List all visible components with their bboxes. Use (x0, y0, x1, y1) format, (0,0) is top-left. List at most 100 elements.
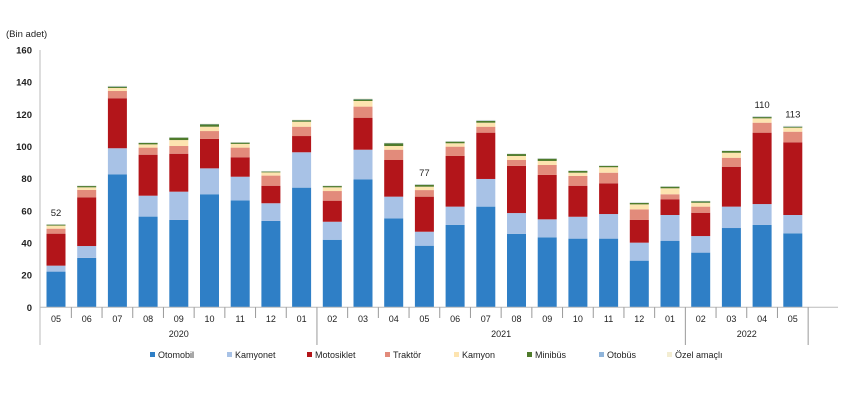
bar-segment-kamyonet (292, 152, 311, 187)
x-tick-label: 12 (266, 314, 276, 324)
legend-label: Minibüs (535, 350, 567, 360)
y-tick-label: 140 (16, 78, 32, 89)
bar-segment-kamyon (753, 118, 772, 122)
bar-segment-trakt-r (323, 191, 342, 201)
bar-segment-kamyon (415, 187, 434, 190)
legend-swatch (667, 352, 672, 357)
bar-segment-otomobil (384, 218, 403, 307)
bar-segment-kamyonet (139, 196, 158, 217)
bar-segment-minib-s (77, 186, 96, 187)
bar-segment-otomobil (354, 179, 373, 307)
y-tick-label: 60 (21, 206, 32, 217)
bar-segment-motosiklet (47, 234, 66, 266)
bar-segment-kamyonet (538, 219, 557, 237)
y-tick-label: 20 (21, 271, 32, 282)
legend-item: Minibüs (527, 350, 567, 360)
bar-segment-minib-s (384, 143, 403, 146)
bar-segment-minib-s (261, 172, 280, 173)
y-axis-label: (Bin adet) (6, 29, 47, 40)
bar-segment-kamyon (108, 88, 127, 91)
bar-segment-trakt-r (538, 165, 557, 175)
bar-segment-trakt-r (169, 146, 188, 154)
bar-segment-motosiklet (783, 142, 802, 215)
legend-label: Traktör (393, 350, 421, 360)
x-tick-label: 08 (511, 314, 521, 324)
x-tick-label: 03 (358, 314, 368, 324)
legend-swatch (227, 352, 232, 357)
bar-segment-motosiklet (661, 199, 680, 215)
bar-segment-kamyonet (415, 232, 434, 246)
bar-segment-kamyonet (77, 246, 96, 258)
bar-segment-otomobil (77, 258, 96, 307)
x-tick-label: 07 (112, 314, 122, 324)
bar-segment-kamyon (47, 226, 66, 229)
total-data-label: 110 (755, 100, 770, 111)
legend-item: Otobüs (599, 350, 637, 360)
bar-segment-motosiklet (538, 175, 557, 219)
bar-segment-minib-s (691, 201, 710, 202)
bar-segment-kamyonet (261, 203, 280, 221)
bar-segment-minib-s (722, 151, 741, 153)
legend-item: Otomobil (150, 350, 194, 360)
bar-segment-kamyonet (661, 215, 680, 241)
legend-swatch (454, 352, 459, 357)
bar-segment-kamyon (446, 143, 465, 146)
bar-segment-trakt-r (77, 190, 96, 197)
bar-segment-kamyon (599, 167, 618, 172)
legend-label: Kamyon (462, 350, 495, 360)
bar-segment-kamyonet (384, 197, 403, 219)
x-tick-label: 01 (665, 314, 675, 324)
bar-segment-minib-s (47, 225, 66, 226)
bar-segment-kamyon (292, 122, 311, 127)
bar-segment-kamyon (231, 144, 250, 148)
bar-segment-trakt-r (630, 209, 649, 220)
bar-segment-otomobil (691, 253, 710, 308)
legend-swatch (307, 352, 312, 357)
y-tick-label: 80 (21, 174, 32, 185)
x-tick-label: 02 (696, 314, 706, 324)
x-tick-label: 10 (204, 314, 214, 324)
bar-segment-kamyon (169, 140, 188, 146)
bar-segment-otomobil (292, 188, 311, 308)
bar-segment-trakt-r (261, 176, 280, 186)
bar-segment-kamyonet (691, 236, 710, 253)
bar-segment-otomobil (261, 221, 280, 307)
bar-segment-otomobil (169, 220, 188, 307)
bar-segment-otomobil (568, 239, 587, 308)
bar-segment-trakt-r (783, 132, 802, 143)
bar-segment-minib-s (507, 154, 526, 156)
bar-segment-motosiklet (568, 186, 587, 217)
legend-swatch (527, 352, 532, 357)
x-tick-label: 09 (174, 314, 184, 324)
bar-segment-otomobil (323, 240, 342, 308)
bar-segment-minib-s (231, 143, 250, 144)
bar-segment-minib-s (538, 159, 557, 161)
bar-segment-otomobil (446, 225, 465, 307)
bar-segment-kamyon (507, 156, 526, 160)
bar-segment-otomobil (661, 241, 680, 308)
bar-segment-minib-s (323, 186, 342, 187)
bar-segment-trakt-r (507, 160, 526, 166)
bar-segment-kamyon (783, 128, 802, 132)
bar-segment-trakt-r (691, 207, 710, 213)
bar-segment-trakt-r (599, 173, 618, 184)
legend-item: Traktör (385, 350, 421, 360)
bar-segment-kamyonet (753, 204, 772, 225)
bar-segment-motosiklet (476, 133, 495, 179)
legend-swatch (150, 352, 155, 357)
bar-segment-otomobil (722, 228, 741, 307)
bar-segment-motosiklet (753, 133, 772, 204)
legend-label: Motosiklet (315, 350, 356, 360)
bar-segment-trakt-r (415, 190, 434, 197)
bar-segment-minib-s (476, 121, 495, 123)
bar-segment-motosiklet (691, 213, 710, 236)
bar-segment-motosiklet (200, 139, 219, 168)
bar-segment-trakt-r (661, 194, 680, 199)
bar-segment-otomobil (538, 237, 557, 307)
bar-segment-kamyon (354, 101, 373, 107)
bar-segment-kamyonet (200, 168, 219, 194)
bar-segment-kamyon (77, 187, 96, 190)
